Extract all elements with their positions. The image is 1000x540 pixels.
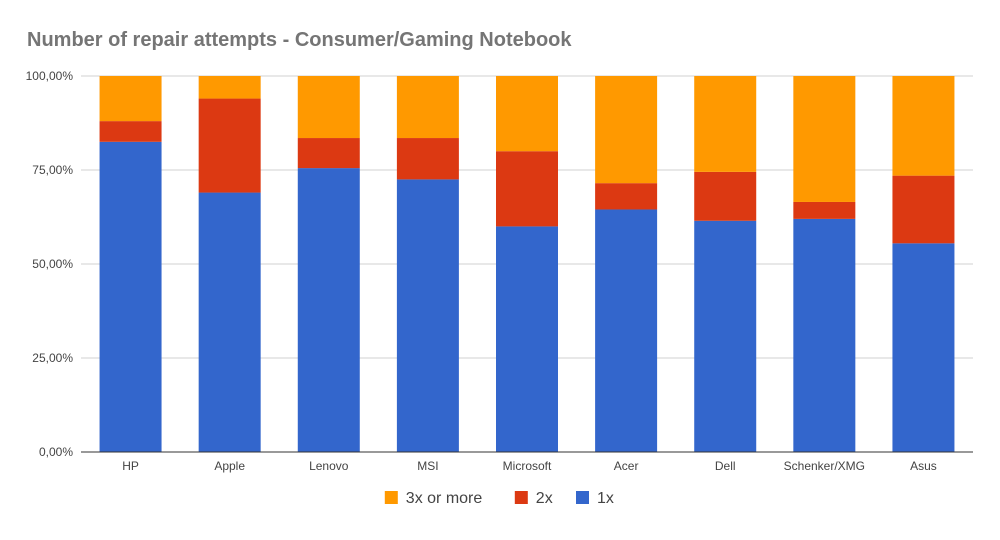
y-tick-label: 75,00%	[32, 163, 73, 177]
bar-segment-2x	[892, 175, 955, 244]
x-tick-label: Acer	[614, 459, 639, 473]
x-tick-label: Microsoft	[503, 459, 552, 473]
legend-swatch	[384, 491, 398, 504]
bar-segment-2x	[99, 121, 162, 142]
legend-item: 1x	[576, 490, 614, 507]
x-axis: HP Apple Lenovo MSI Microsoft Acer Dell Schenke…	[81, 451, 973, 473]
bar-segment-3x-or-more	[198, 76, 261, 99]
bar-segment-1x	[396, 179, 459, 452]
legend-label: 3x or more	[406, 490, 483, 507]
bar-segment-1x	[496, 226, 558, 452]
bar-segment-1x	[892, 243, 955, 452]
legend-item: 3x or more	[384, 490, 483, 507]
bar-segment-2x	[198, 98, 261, 193]
legend-label: 2x	[536, 490, 553, 507]
bar-segment-3x-or-more	[892, 76, 955, 176]
bar-segment-2x	[496, 151, 558, 227]
x-tick-label: HP	[122, 459, 139, 473]
bar-segment-2x	[793, 201, 856, 219]
bar-segment-1x	[793, 218, 856, 452]
legend-swatch	[576, 491, 589, 504]
bar-segment-2x	[396, 138, 459, 180]
bar-segment-2x	[595, 183, 658, 210]
bars	[99, 76, 955, 453]
y-axis: 0,00% 25,00% 50,00% 75,00% 100,00%	[26, 69, 74, 459]
legend-item: 2x	[514, 490, 553, 507]
y-tick-label: 100,00%	[26, 69, 74, 83]
x-tick-label: Dell	[715, 459, 736, 473]
bar-segment-3x-or-more	[496, 76, 558, 152]
bar-segment-3x-or-more	[793, 76, 856, 202]
chart-title: Number of repair attempts - Consumer/Gam…	[27, 29, 572, 51]
bar-segment-1x	[297, 168, 360, 452]
y-tick-label: 25,00%	[32, 351, 73, 365]
x-tick-label: Apple	[214, 459, 245, 473]
bar-segment-1x	[99, 141, 162, 453]
x-tick-label: Asus	[910, 459, 937, 473]
legend: 3x or more 2x 1x	[384, 490, 614, 507]
bar-segment-1x	[694, 220, 757, 452]
legend-swatch	[514, 491, 528, 504]
bar-segment-3x-or-more	[396, 76, 459, 139]
x-tick-label: Schenker/XMG	[784, 459, 865, 473]
bar-segment-1x	[198, 192, 261, 452]
bar-segment-3x-or-more	[595, 76, 658, 184]
bar-segment-3x-or-more	[99, 76, 162, 122]
y-tick-label: 50,00%	[32, 257, 73, 271]
y-tick-label: 0,00%	[39, 445, 73, 459]
bar-segment-2x	[297, 138, 360, 169]
x-tick-label: MSI	[417, 459, 438, 473]
x-tick-label: Lenovo	[309, 459, 349, 473]
bar-segment-3x-or-more	[694, 76, 757, 172]
bar-segment-3x-or-more	[297, 76, 360, 139]
legend-label: 1x	[597, 490, 614, 507]
bar-segment-1x	[595, 209, 658, 452]
bar-segment-2x	[694, 171, 757, 221]
